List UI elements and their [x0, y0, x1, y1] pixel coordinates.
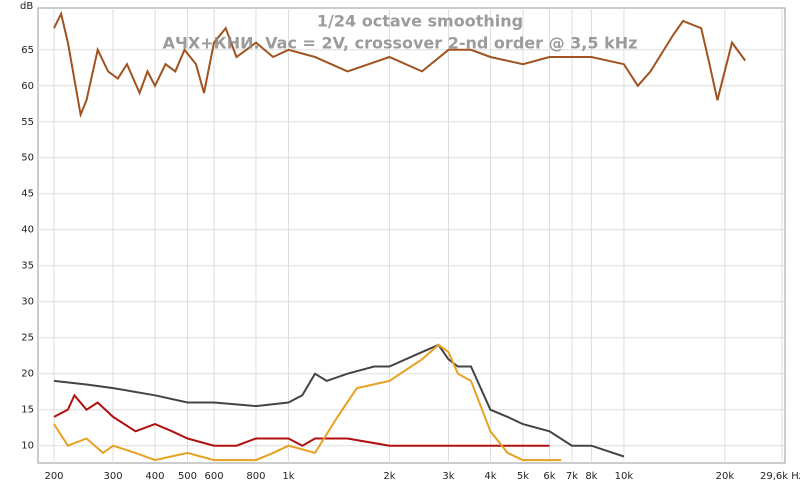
- x-tick-label: 3k: [442, 471, 454, 482]
- x-tick-label: 400: [145, 471, 164, 482]
- y-tick-label: 10: [21, 441, 34, 452]
- plot-area: [37, 7, 786, 464]
- x-tick-label: 20k: [716, 471, 735, 482]
- x-tick-label: 5k: [517, 471, 529, 482]
- y-tick-label: 30: [21, 297, 34, 308]
- series-line: [53, 393, 550, 447]
- y-tick-label: 40: [21, 225, 34, 236]
- x-tick-label: 4k: [484, 471, 496, 482]
- x-tick-label: 2k: [383, 471, 395, 482]
- x-tick-label: 600: [205, 471, 224, 482]
- x-tick-label: 29,6k Hz: [760, 471, 800, 482]
- x-tick-label: 7k: [566, 471, 578, 482]
- x-tick-label: 500: [178, 471, 197, 482]
- y-tick-label: 60: [21, 81, 34, 92]
- y-tick-label: 20: [21, 369, 34, 380]
- y-tick-label: 25: [21, 333, 34, 344]
- series-line: [53, 343, 562, 462]
- x-tick-label: 300: [104, 471, 123, 482]
- x-tick-label: 1k: [282, 471, 294, 482]
- x-tick-label: 200: [44, 471, 63, 482]
- y-tick-label: 45: [21, 189, 34, 200]
- x-tick-label: 8k: [585, 471, 597, 482]
- x-tick-label: 10k: [615, 471, 634, 482]
- y-axis-label: dB: [20, 1, 33, 12]
- x-tick-label: 6k: [543, 471, 555, 482]
- x-tick-label: 800: [246, 471, 265, 482]
- y-tick-label: 65: [21, 45, 34, 56]
- y-tick-label: 50: [21, 153, 34, 164]
- y-tick-label: 15: [21, 405, 34, 416]
- series-line: [53, 343, 625, 458]
- chart-title: 1/24 octave smoothing: [317, 12, 523, 31]
- chart-subtitle: АЧХ+КНИ. Vac = 2V, crossover 2-nd order …: [163, 34, 638, 53]
- series-line: [53, 10, 747, 119]
- y-tick-label: 55: [21, 117, 34, 128]
- y-tick-label: 35: [21, 261, 34, 272]
